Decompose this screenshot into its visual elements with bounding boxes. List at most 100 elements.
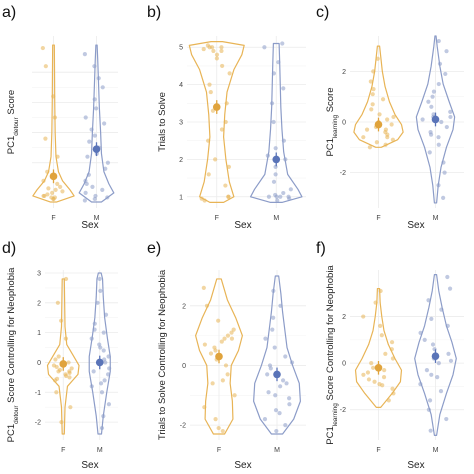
y-tick-label: 2	[342, 314, 346, 321]
data-point-F	[226, 194, 231, 199]
data-point-M	[429, 104, 434, 109]
data-point-F	[229, 336, 235, 341]
data-point-M	[448, 109, 453, 114]
data-point-F	[361, 372, 366, 377]
data-point-F	[383, 351, 388, 356]
data-point-M	[92, 133, 98, 138]
data-point-M	[270, 327, 275, 332]
data-point-M	[271, 315, 276, 320]
mean-marker-F	[212, 103, 221, 111]
data-point-F	[390, 386, 395, 391]
data-point-F	[390, 356, 396, 361]
mean-marker-F	[59, 360, 68, 368]
data-point-M	[275, 198, 280, 203]
data-point-M	[424, 368, 430, 373]
data-point-M	[83, 178, 88, 183]
violin-M	[415, 35, 456, 204]
data-point-F	[66, 360, 71, 365]
data-point-M	[102, 357, 107, 362]
data-point-M	[98, 288, 103, 293]
data-point-F	[216, 318, 221, 323]
data-point-F	[68, 405, 73, 410]
data-point-M	[277, 411, 282, 416]
data-point-F	[213, 348, 218, 353]
data-point-M	[441, 195, 446, 200]
data-point-F	[204, 303, 210, 308]
data-point-F	[364, 127, 370, 132]
x-axis-label: Sex	[81, 460, 98, 471]
data-point-M	[92, 64, 97, 69]
data-point-F	[219, 45, 224, 50]
data-point-F	[206, 138, 211, 143]
y-axis-label-part: Score	[325, 87, 336, 114]
data-point-M	[444, 49, 449, 54]
y-axis-label-part: PC1	[325, 426, 336, 444]
data-point-M	[273, 146, 278, 151]
data-point-F	[219, 339, 224, 344]
mean-marker-M	[92, 145, 101, 153]
data-point-F	[225, 333, 231, 338]
y-axis-label-part: Score Controlling for Neophobia	[6, 267, 17, 406]
data-point-F	[52, 115, 58, 120]
data-point-M	[106, 402, 112, 407]
x-axis-label: Sex	[234, 460, 251, 471]
data-point-M	[87, 139, 92, 144]
data-point-M	[427, 150, 432, 155]
y-axis-label: PC1detour Score Controlling for Neophobi…	[6, 267, 20, 442]
data-point-F	[55, 181, 60, 186]
y-tick-label: 0	[342, 361, 346, 368]
data-point-F	[43, 136, 48, 141]
data-point-M	[280, 378, 286, 383]
data-point-F	[220, 428, 225, 434]
data-point-M	[283, 157, 288, 162]
data-point-M	[106, 354, 111, 359]
data-point-F	[391, 391, 396, 396]
data-point-M	[99, 425, 105, 431]
violin-F	[353, 45, 404, 148]
data-point-M	[86, 172, 91, 177]
data-point-F	[368, 79, 373, 84]
data-point-F	[370, 102, 375, 107]
x-tick-label: F	[61, 447, 65, 454]
data-point-F	[389, 122, 394, 127]
violin-M	[249, 42, 303, 203]
x-tick-label: F	[51, 215, 55, 222]
data-point-F	[67, 369, 72, 374]
x-axis-label: Sex	[81, 220, 98, 231]
data-point-M	[101, 348, 106, 353]
data-point-F	[51, 94, 56, 99]
data-point-F	[56, 369, 61, 374]
data-point-M	[443, 71, 448, 77]
data-point-F	[375, 56, 380, 61]
data-point-F	[389, 340, 395, 345]
data-point-F	[213, 417, 218, 422]
data-point-F	[223, 119, 228, 125]
data-point-F	[219, 127, 225, 132]
data-point-M	[93, 193, 98, 199]
data-point-M	[446, 351, 451, 356]
data-point-M	[447, 286, 453, 291]
panel-e: -2 0 2 F M Sex Trials to Solve Controlling for…	[147, 240, 306, 471]
data-point-M	[98, 345, 103, 350]
data-point-F	[58, 184, 63, 189]
y-tick-label: 2	[182, 303, 186, 310]
data-point-M	[439, 119, 444, 125]
data-point-M	[101, 330, 106, 335]
data-point-M	[426, 407, 431, 412]
data-point-F	[59, 420, 64, 425]
data-point-M	[94, 106, 99, 111]
data-point-F	[56, 354, 61, 359]
data-point-F	[201, 46, 206, 52]
y-tick-label: 5	[179, 45, 183, 52]
data-point-F	[214, 52, 220, 57]
data-point-M	[445, 274, 450, 280]
data-point-M	[281, 190, 286, 196]
data-point-M	[418, 330, 423, 335]
data-point-M	[85, 154, 90, 159]
y-axis-label-part: Score	[6, 90, 17, 117]
mean-marker-M	[431, 352, 440, 360]
mean-marker-F	[374, 364, 383, 372]
mean-marker-M	[431, 115, 440, 124]
data-point-M	[442, 170, 447, 175]
data-point-M	[439, 307, 444, 312]
